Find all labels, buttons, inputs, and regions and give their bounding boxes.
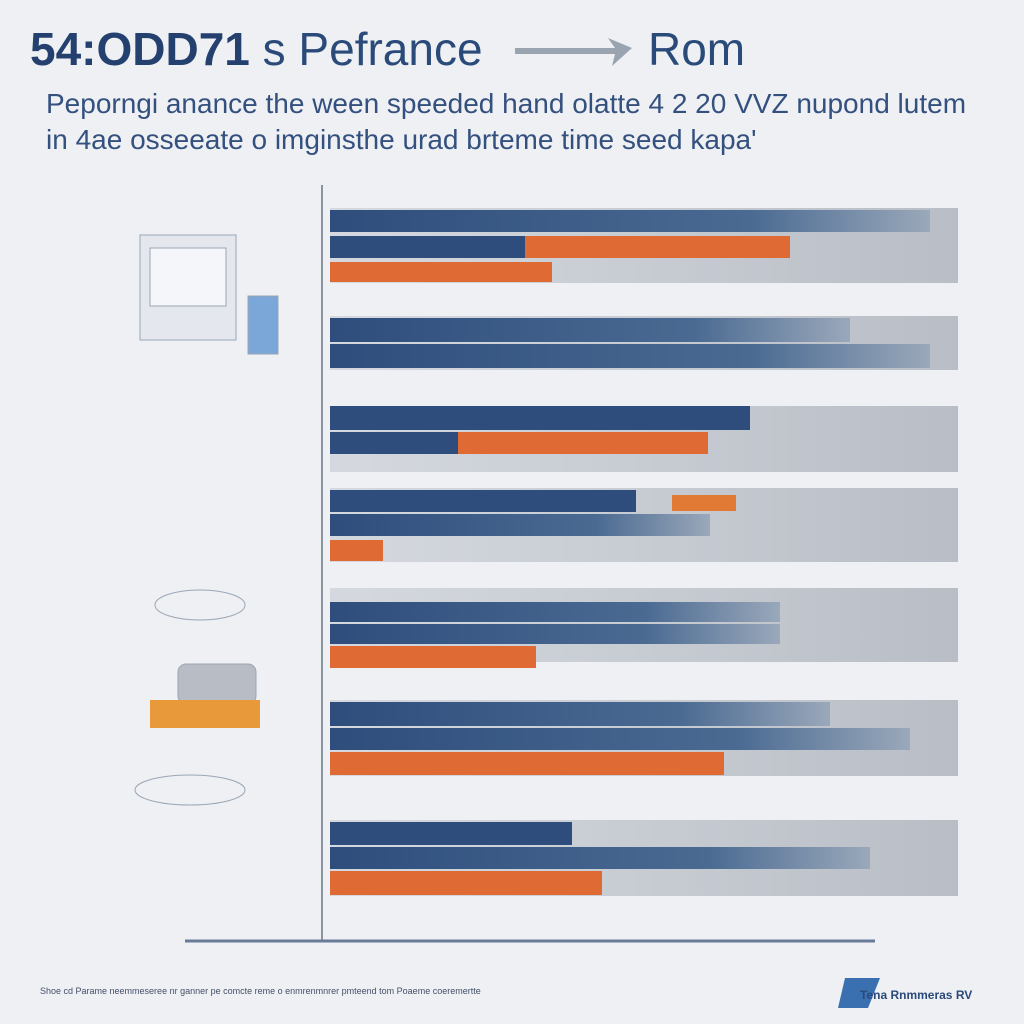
bar-group (330, 488, 958, 562)
bar (330, 728, 910, 750)
bar (525, 236, 790, 258)
illustrations (134, 234, 880, 1008)
bar (330, 514, 710, 536)
arrow (515, 38, 632, 66)
bar (330, 318, 850, 342)
bar-group (330, 406, 958, 472)
bar (330, 624, 780, 644)
subtitle: in 4ae osseeate o imginsthe urad brteme … (46, 124, 757, 155)
bar (330, 210, 930, 232)
bar (330, 871, 602, 895)
bar-group (330, 588, 958, 668)
bar (330, 646, 536, 668)
screen (149, 247, 227, 307)
bar-group (330, 316, 958, 370)
bar-group (330, 820, 958, 896)
bar (330, 847, 870, 869)
subtitle: Peporngi anance the ween speeded hand ol… (46, 88, 967, 119)
drive-icon (247, 295, 279, 355)
footer-note: Shoe cd Parame neemmeseree nr ganner pe … (40, 986, 481, 996)
bar (330, 344, 930, 368)
bar (330, 602, 780, 622)
disc-icon (134, 774, 246, 806)
disc-icon (154, 589, 246, 621)
bar (330, 236, 525, 258)
drive-icon (177, 663, 257, 705)
title: 54:ODD71 s Pefrance (30, 22, 483, 76)
title-text: s Pefrance (262, 23, 483, 75)
title-tail: Rom (648, 23, 746, 75)
bar (330, 262, 552, 282)
bar (330, 822, 572, 845)
data-icon (150, 700, 260, 728)
bar (330, 702, 830, 726)
bar (672, 495, 736, 511)
logo-text: Tena Rnmmeras RV (860, 988, 973, 1002)
bar (458, 432, 708, 454)
bar (330, 490, 636, 512)
logo-mark (838, 978, 880, 1008)
bar (330, 752, 724, 775)
title-bold: 54:ODD71 (30, 23, 250, 75)
bar-group (330, 700, 958, 776)
bar-group (330, 208, 958, 283)
bar (330, 406, 750, 430)
bar (330, 432, 458, 454)
bar (330, 540, 383, 561)
